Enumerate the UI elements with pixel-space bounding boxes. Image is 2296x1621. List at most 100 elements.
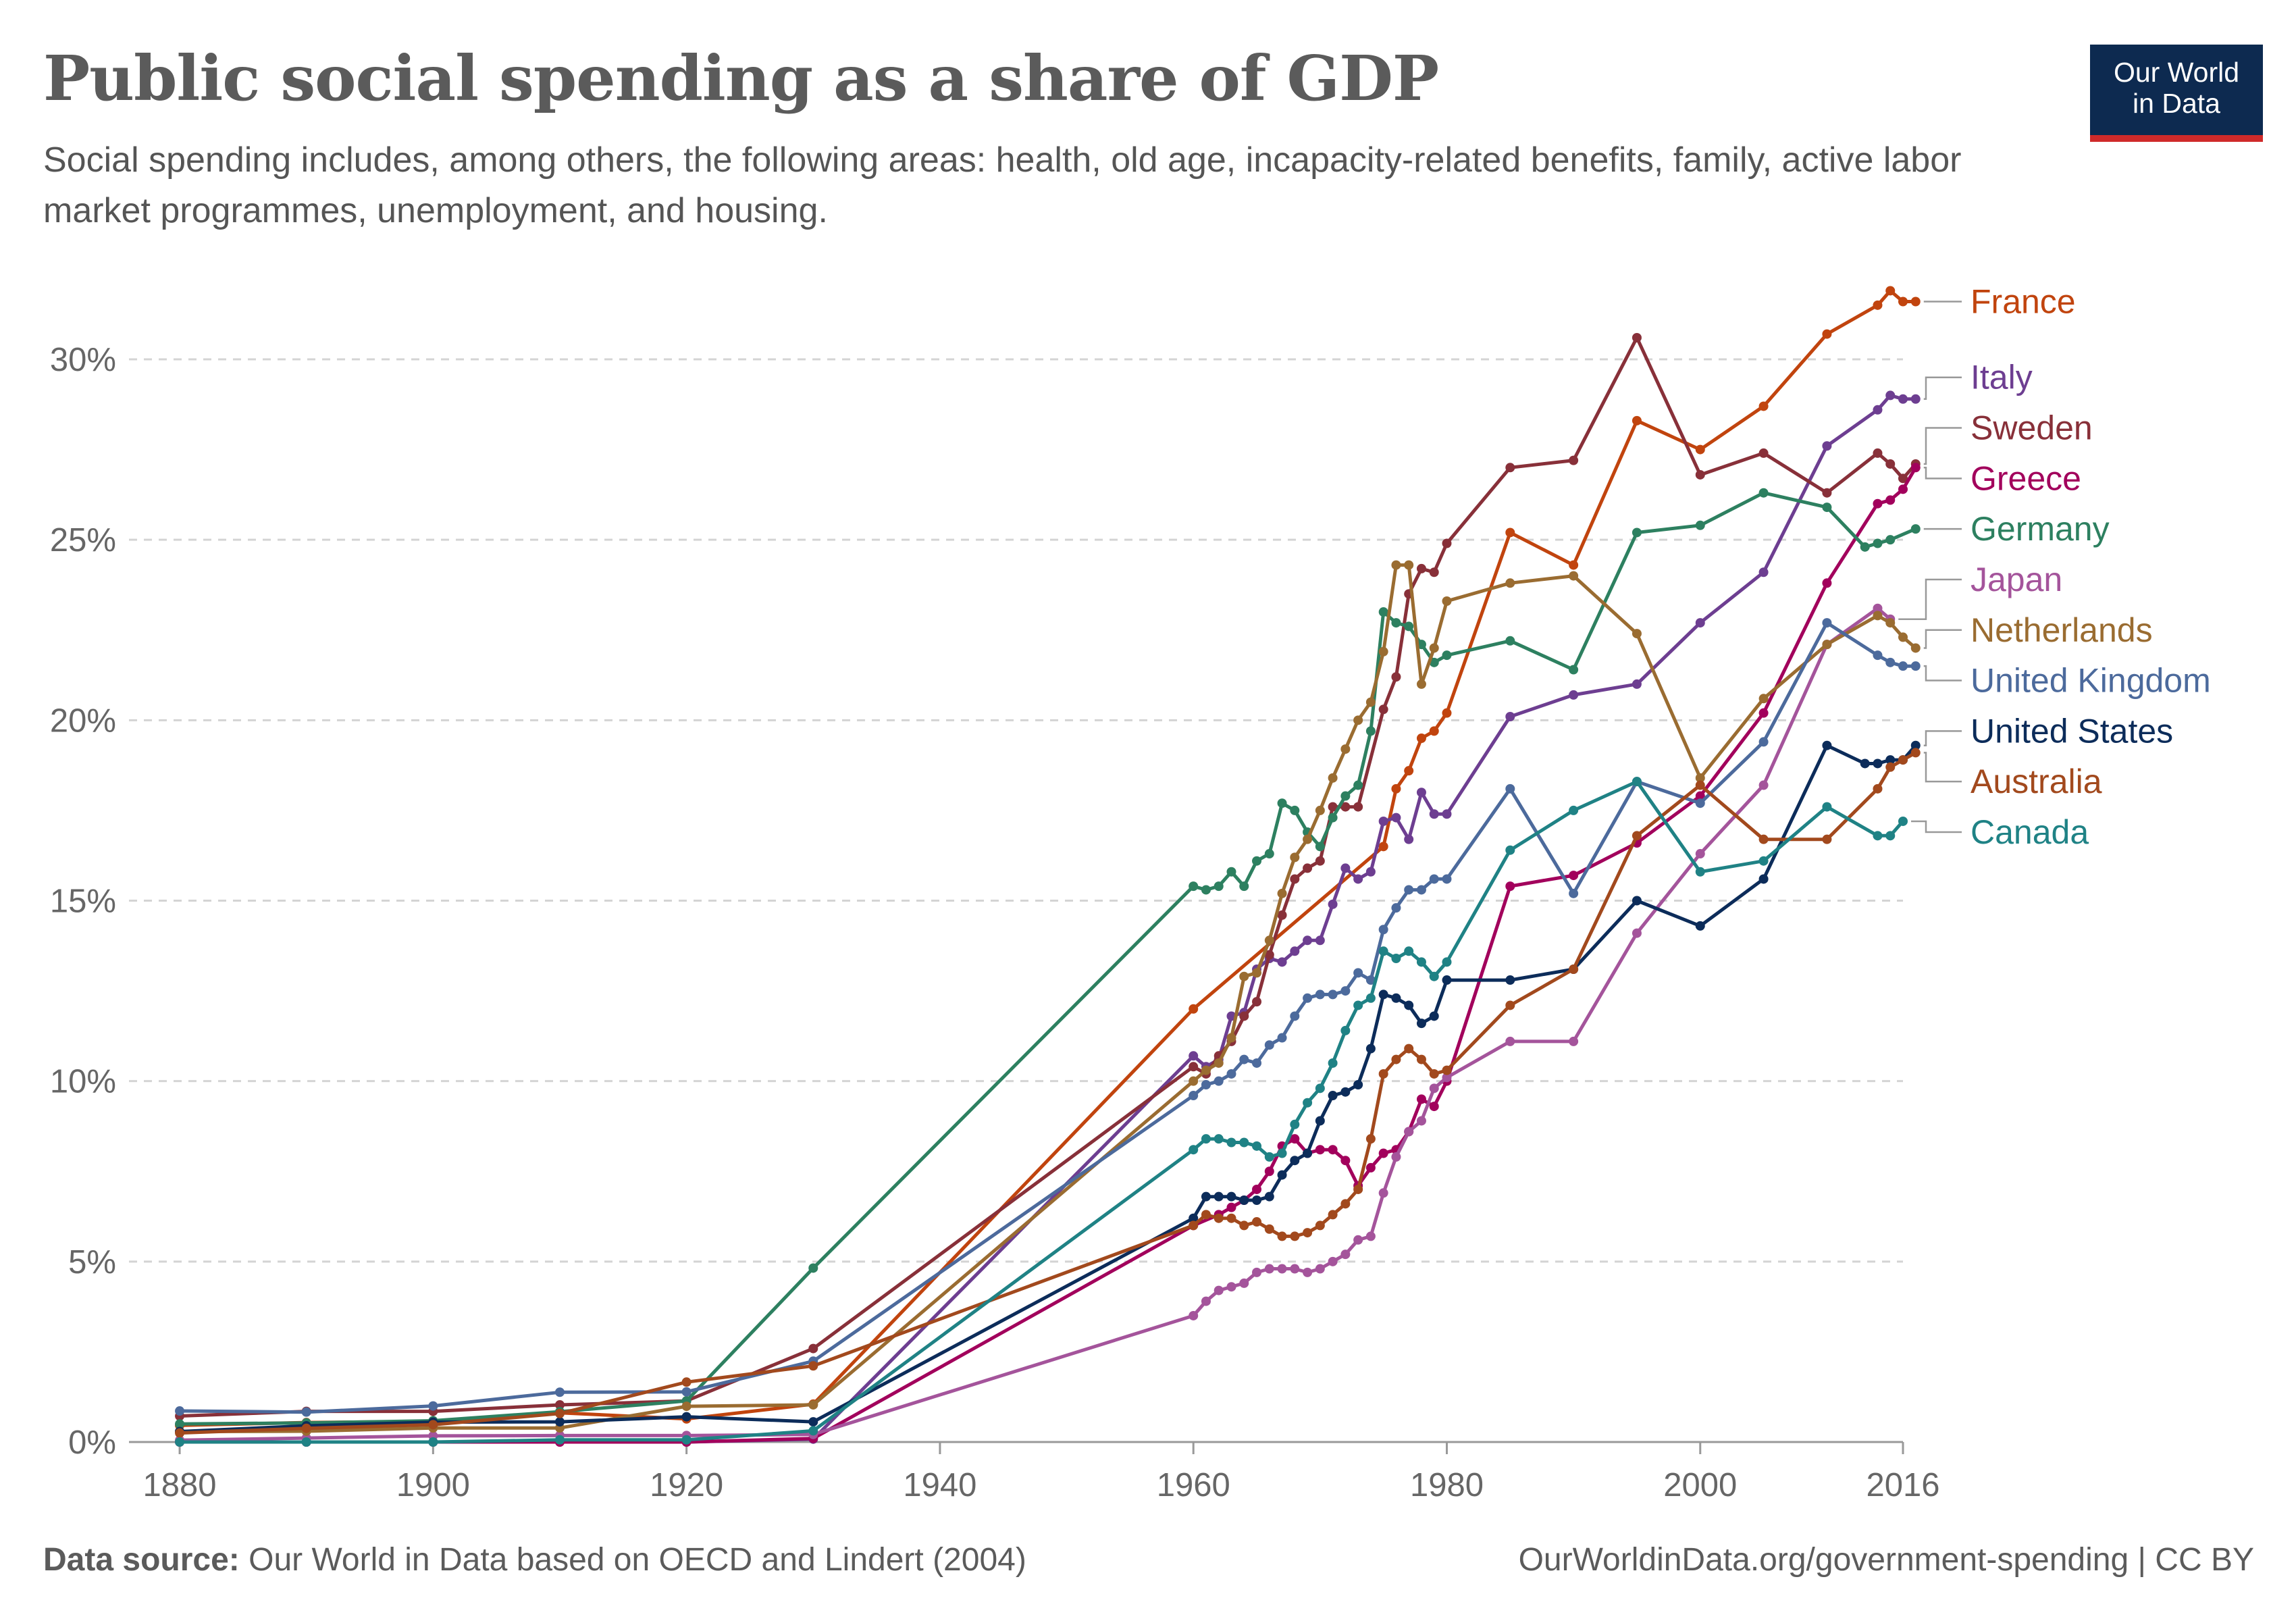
data-point[interactable]	[1277, 1264, 1287, 1274]
data-point[interactable]	[1695, 469, 1705, 480]
data-point[interactable]	[1252, 997, 1262, 1007]
data-point[interactable]	[1353, 1235, 1363, 1245]
data-point[interactable]	[1277, 1033, 1287, 1043]
data-point[interactable]	[1442, 809, 1452, 819]
data-point[interactable]	[1303, 993, 1313, 1003]
series-label-united-kingdom[interactable]: United Kingdom	[1971, 662, 2211, 700]
data-point[interactable]	[1873, 611, 1883, 621]
owid-logo[interactable]: Our World in Data	[2090, 45, 2263, 142]
data-point[interactable]	[1885, 657, 1896, 667]
data-point[interactable]	[1898, 473, 1908, 484]
data-point[interactable]	[681, 1377, 692, 1387]
data-point[interactable]	[1315, 1083, 1325, 1093]
data-point[interactable]	[1214, 1213, 1224, 1223]
data-point[interactable]	[1885, 286, 1896, 296]
data-point[interactable]	[1429, 567, 1439, 577]
data-point[interactable]	[1340, 1250, 1351, 1260]
data-point[interactable]	[1315, 1116, 1325, 1126]
data-point[interactable]	[1429, 1069, 1439, 1079]
data-point[interactable]	[681, 1401, 692, 1412]
data-point[interactable]	[1328, 1210, 1338, 1220]
data-point[interactable]	[1378, 1148, 1388, 1158]
data-point[interactable]	[1214, 1285, 1224, 1295]
data-point[interactable]	[1442, 957, 1452, 967]
data-point[interactable]	[1378, 1188, 1388, 1198]
data-point[interactable]	[1758, 448, 1769, 458]
data-point[interactable]	[1353, 968, 1363, 978]
data-point[interactable]	[1505, 881, 1515, 892]
data-point[interactable]	[681, 1435, 692, 1445]
data-point[interactable]	[1315, 989, 1325, 1000]
data-point[interactable]	[1885, 535, 1896, 545]
data-point[interactable]	[1391, 903, 1401, 913]
data-point[interactable]	[1885, 495, 1896, 505]
data-point[interactable]	[1873, 405, 1883, 415]
data-point[interactable]	[554, 1417, 565, 1427]
data-point[interactable]	[1822, 441, 1832, 451]
data-point[interactable]	[1340, 1087, 1351, 1097]
data-point[interactable]	[1873, 300, 1883, 310]
data-point[interactable]	[1695, 780, 1705, 790]
data-point[interactable]	[1429, 1083, 1439, 1093]
data-point[interactable]	[1442, 708, 1452, 718]
data-point[interactable]	[301, 1407, 311, 1417]
data-point[interactable]	[1860, 542, 1870, 552]
data-point[interactable]	[1442, 538, 1452, 548]
data-point[interactable]	[1632, 332, 1642, 342]
data-point[interactable]	[1290, 1156, 1300, 1166]
data-point[interactable]	[1365, 1162, 1376, 1173]
data-point[interactable]	[175, 1437, 185, 1447]
data-point[interactable]	[1873, 603, 1883, 613]
data-point[interactable]	[1264, 935, 1274, 946]
data-point[interactable]	[1252, 1058, 1262, 1068]
data-point[interactable]	[1290, 805, 1300, 815]
data-point[interactable]	[1340, 1025, 1351, 1035]
data-point[interactable]	[681, 1387, 692, 1397]
data-point[interactable]	[1898, 394, 1908, 404]
data-point[interactable]	[1758, 567, 1769, 577]
data-point[interactable]	[175, 1428, 185, 1438]
data-point[interactable]	[1885, 459, 1896, 469]
data-point[interactable]	[1695, 618, 1705, 628]
data-point[interactable]	[1252, 856, 1262, 866]
data-point[interactable]	[1429, 726, 1439, 736]
data-point[interactable]	[554, 1399, 565, 1410]
data-point[interactable]	[1391, 560, 1401, 570]
data-point[interactable]	[1873, 650, 1883, 661]
data-point[interactable]	[1404, 1127, 1414, 1137]
data-point[interactable]	[1404, 766, 1414, 776]
data-point[interactable]	[1632, 629, 1642, 639]
series-label-netherlands[interactable]: Netherlands	[1971, 611, 2153, 649]
data-point[interactable]	[1365, 993, 1376, 1003]
data-point[interactable]	[1429, 1102, 1439, 1112]
data-point[interactable]	[1505, 578, 1515, 588]
data-point[interactable]	[554, 1387, 565, 1397]
data-point[interactable]	[1189, 881, 1199, 892]
data-point[interactable]	[1239, 971, 1249, 981]
data-point[interactable]	[1239, 881, 1249, 892]
data-point[interactable]	[1378, 842, 1388, 852]
data-point[interactable]	[1442, 650, 1452, 661]
data-point[interactable]	[1632, 896, 1642, 906]
data-point[interactable]	[1910, 748, 1921, 758]
data-point[interactable]	[1404, 834, 1414, 844]
data-point[interactable]	[1505, 463, 1515, 473]
data-point[interactable]	[1758, 708, 1769, 718]
data-point[interactable]	[1378, 989, 1388, 1000]
data-point[interactable]	[1277, 1148, 1287, 1158]
data-point[interactable]	[1226, 1282, 1236, 1292]
data-point[interactable]	[1873, 831, 1883, 841]
data-point[interactable]	[1303, 834, 1313, 844]
data-point[interactable]	[1505, 783, 1515, 794]
data-point[interactable]	[1695, 791, 1705, 801]
data-point[interactable]	[1328, 813, 1338, 823]
data-point[interactable]	[1695, 867, 1705, 877]
series-label-italy[interactable]: Italy	[1971, 359, 2033, 396]
data-point[interactable]	[1569, 964, 1579, 975]
data-point[interactable]	[1632, 928, 1642, 938]
data-point[interactable]	[1340, 744, 1351, 754]
data-point[interactable]	[1226, 867, 1236, 877]
data-point[interactable]	[808, 1361, 818, 1371]
data-point[interactable]	[1328, 989, 1338, 1000]
data-point[interactable]	[1391, 783, 1401, 794]
